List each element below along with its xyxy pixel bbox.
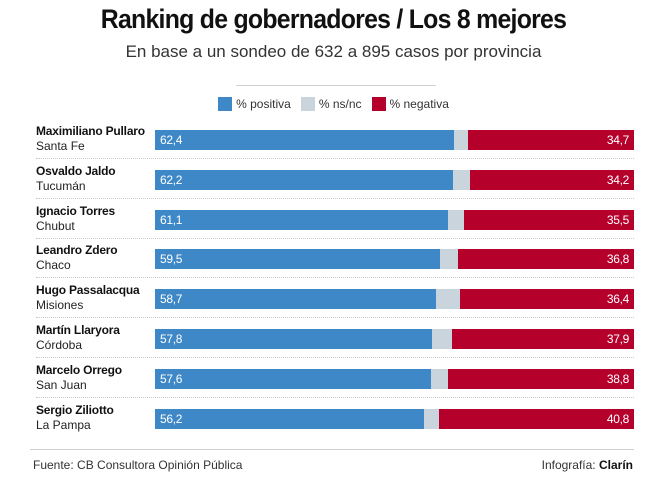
divider	[236, 85, 436, 86]
legend: % positiva % ns/nc % negativa	[0, 97, 667, 111]
bar-positiva	[155, 408, 425, 429]
value-label-positiva: 62,4	[160, 133, 183, 147]
bar-negativa	[448, 368, 634, 389]
bar-negativa	[459, 289, 634, 310]
row-separator	[36, 357, 634, 358]
value-label-negativa: 40,8	[606, 411, 629, 426]
province-name: La Pampa	[36, 417, 91, 432]
province-name: Córdoba	[36, 338, 83, 352]
row-separator	[36, 237, 634, 239]
bar-negativa	[457, 249, 634, 270]
row-separator	[36, 197, 634, 199]
row-label: Marcelo Orrego San Juan	[36, 363, 156, 393]
legend-label: % negativa	[389, 97, 449, 111]
bar-negativa	[452, 329, 634, 349]
value-label-negativa: 35,5	[606, 212, 629, 227]
legend-swatch-negativa	[371, 97, 386, 111]
province-name: Chubut	[36, 218, 75, 233]
bar-positiva	[155, 329, 432, 349]
legend-swatch-positiva	[218, 97, 233, 111]
bar-nsnc	[453, 130, 468, 150]
row-label: Osvaldo Jaldo Tucumán	[36, 164, 156, 194]
bar-nsnc	[436, 289, 460, 310]
legend-swatch-nsnc	[300, 97, 315, 111]
credit-brand: Clarín	[598, 458, 633, 472]
governor-name: Maximiliano Pullaro	[36, 124, 145, 138]
governor-name: Leandro Zdero	[36, 243, 118, 258]
row-label: Maximiliano Pullaro Santa Fe	[36, 124, 156, 154]
bar-negativa	[470, 169, 634, 190]
row-label: Leandro Zdero Chaco	[36, 243, 156, 273]
bar-nsnc	[431, 329, 453, 349]
bar-negativa	[463, 209, 634, 230]
value-label-negativa: 34,2	[606, 172, 629, 187]
governor-name: Martín Llaryora	[36, 323, 120, 337]
bar-negativa	[438, 408, 634, 429]
bar-positiva	[155, 169, 453, 190]
value-label-positiva: 59,5	[160, 252, 183, 267]
bar-positiva	[155, 130, 454, 150]
bar-positiva	[155, 289, 437, 310]
legend-item-negativa: % negativa	[371, 97, 449, 111]
value-label-negativa: 38,8	[606, 371, 629, 386]
legend-label: % positiva	[236, 97, 291, 111]
source-note: Fuente: CB Consultora Opinión Pública	[33, 458, 243, 472]
governor-name: Ignacio Torres	[36, 203, 115, 218]
province-name: Santa Fe	[36, 139, 85, 153]
legend-label: % ns/nc	[318, 97, 362, 111]
bar-positiva	[155, 368, 431, 389]
value-label-positiva: 58,7	[160, 292, 183, 307]
bar-negativa	[467, 130, 634, 150]
bar-nsnc	[430, 368, 449, 389]
province-name: Tucumán	[36, 178, 86, 193]
value-label-negativa: 34,7	[606, 133, 629, 147]
bar-nsnc	[452, 169, 471, 190]
bar-nsnc	[424, 408, 439, 429]
row-label: Ignacio Torres Chubut	[36, 204, 156, 234]
governor-name: Hugo Passalacqua	[36, 283, 140, 298]
value-label-positiva: 57,8	[160, 332, 183, 346]
value-label-positiva: 57,6	[160, 371, 183, 386]
province-name: Chaco	[36, 258, 71, 273]
value-label-positiva: 62,2	[160, 172, 183, 187]
bar-nsnc	[440, 249, 458, 270]
chart-title: Ranking de gobernadores / Los 8 mejores	[100, 4, 567, 34]
bar-positiva	[155, 249, 440, 270]
value-label-positiva: 61,1	[160, 212, 183, 227]
governor-name: Sergio Ziliotto	[36, 402, 114, 417]
row-label: Martín Llaryora Córdoba	[36, 323, 156, 353]
value-label-negativa: 36,8	[606, 252, 629, 267]
value-label-negativa: 37,9	[606, 332, 629, 346]
row-label: Sergio Ziliotto La Pampa	[36, 403, 156, 433]
legend-item-positiva: % positiva	[218, 97, 291, 111]
footer-divider	[30, 449, 634, 450]
governor-name: Marcelo Orrego	[36, 362, 122, 377]
row-separator	[36, 317, 634, 319]
row-separator	[36, 277, 634, 279]
bar-nsnc	[447, 209, 464, 230]
row-separator	[36, 158, 634, 159]
bar-positiva	[155, 209, 448, 230]
credit-prefix: Infografía:	[541, 458, 599, 472]
chart-subtitle: En base a un sondeo de 632 a 895 casos p…	[125, 42, 542, 61]
governor-name: Osvaldo Jaldo	[36, 163, 116, 178]
row-label: Hugo Passalacqua Misiones	[36, 283, 156, 313]
credit: Infografía: Clarín	[542, 458, 633, 472]
value-label-negativa: 36,4	[606, 292, 629, 307]
row-separator	[36, 396, 634, 398]
province-name: Misiones	[36, 298, 84, 313]
legend-item-nsnc: % ns/nc	[300, 97, 362, 111]
value-label-positiva: 56,2	[160, 411, 183, 426]
province-name: San Juan	[36, 377, 87, 392]
